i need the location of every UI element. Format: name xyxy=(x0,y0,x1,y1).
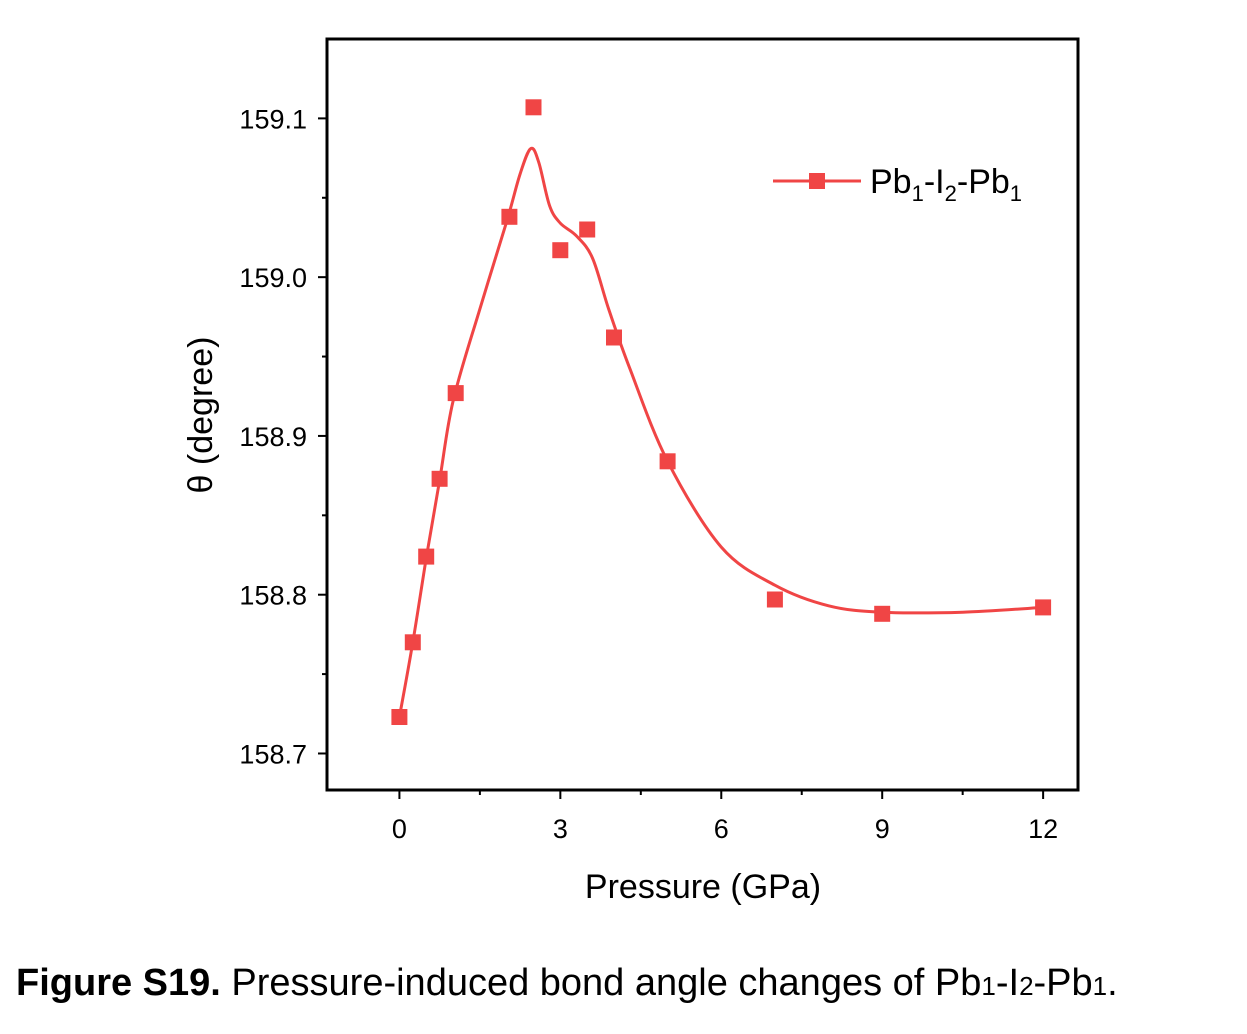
data-point xyxy=(874,605,891,622)
y-tick-label: 158.9 xyxy=(239,422,307,452)
data-point xyxy=(447,385,464,402)
x-tick-label: 9 xyxy=(875,814,890,844)
y-tick-label: 158.7 xyxy=(239,739,307,769)
series-fit-line xyxy=(397,146,1044,718)
caption-text: Pressure-induced bond angle changes of P… xyxy=(231,962,982,1004)
x-tick-label: 0 xyxy=(392,814,407,844)
caption-sub2: 2 xyxy=(1019,971,1034,1001)
figure-caption: Figure S19. Pressure-induced bond angle … xyxy=(16,962,1118,1005)
data-point xyxy=(501,208,518,225)
y-tick-label: 159.0 xyxy=(239,263,307,293)
data-point xyxy=(552,242,569,259)
data-point xyxy=(525,99,542,116)
x-axis-title: Pressure (GPa) xyxy=(585,868,821,906)
caption-sub1: 1 xyxy=(981,971,996,1001)
caption-label: Figure S19. xyxy=(16,962,221,1004)
series-markers xyxy=(391,99,1052,725)
x-tick-labels: 0 3 6 9 12 xyxy=(392,814,1058,844)
legend-marker xyxy=(809,173,825,189)
plot-frame xyxy=(325,37,1080,792)
data-point xyxy=(1035,599,1052,616)
data-point xyxy=(404,634,421,651)
caption-mid2: -Pb xyxy=(1033,962,1093,1004)
x-tick-label: 3 xyxy=(553,814,568,844)
y-tick-label: 159.1 xyxy=(239,104,307,134)
tick-marks xyxy=(318,117,1045,799)
x-tick-label: 12 xyxy=(1028,814,1058,844)
caption-end: . xyxy=(1107,962,1118,1004)
y-tick-labels: 158.7 158.8 158.9 159.0 159.1 xyxy=(239,104,307,769)
y-axis-title: θ (degree) xyxy=(182,337,220,494)
data-point xyxy=(418,548,435,565)
legend: Pb1-I2-Pb1 xyxy=(773,163,1022,206)
caption-mid: -I xyxy=(995,962,1020,1004)
data-point xyxy=(606,329,622,346)
x-tick-label: 6 xyxy=(714,814,729,844)
caption-sub3: 1 xyxy=(1092,971,1108,1001)
legend-label: Pb1-I2-Pb1 xyxy=(870,163,1022,206)
data-point xyxy=(659,453,676,470)
data-point xyxy=(431,470,448,487)
data-point xyxy=(391,709,408,725)
data-point xyxy=(579,221,596,238)
y-tick-label: 158.8 xyxy=(239,581,307,611)
data-point xyxy=(766,591,783,608)
